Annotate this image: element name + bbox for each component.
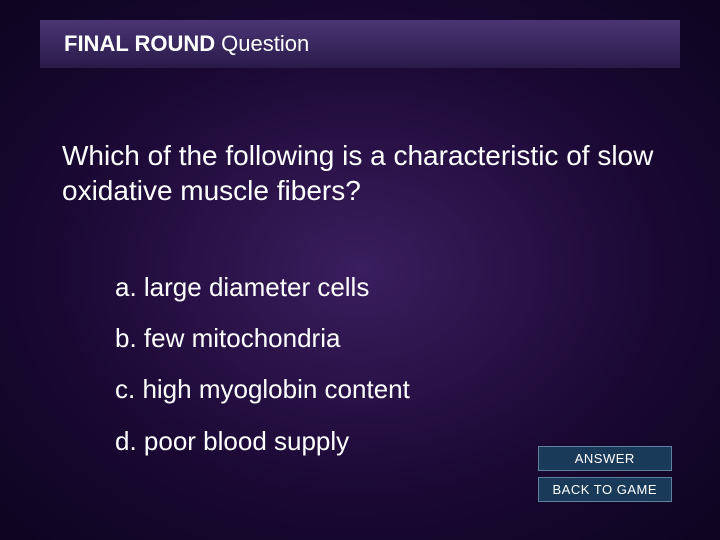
button-group: ANSWER BACK TO GAME bbox=[538, 446, 673, 502]
question-text: Which of the following is a characterist… bbox=[62, 138, 658, 208]
answer-button[interactable]: ANSWER bbox=[538, 446, 673, 471]
option-c: c. high myoglobin content bbox=[115, 374, 660, 405]
round-title: FINAL ROUND bbox=[64, 31, 215, 57]
back-to-game-button[interactable]: BACK TO GAME bbox=[538, 477, 673, 502]
header-bar: FINAL ROUND Question bbox=[40, 20, 680, 68]
option-a: a. large diameter cells bbox=[115, 272, 660, 303]
round-subtitle: Question bbox=[221, 31, 309, 57]
option-b: b. few mitochondria bbox=[115, 323, 660, 354]
